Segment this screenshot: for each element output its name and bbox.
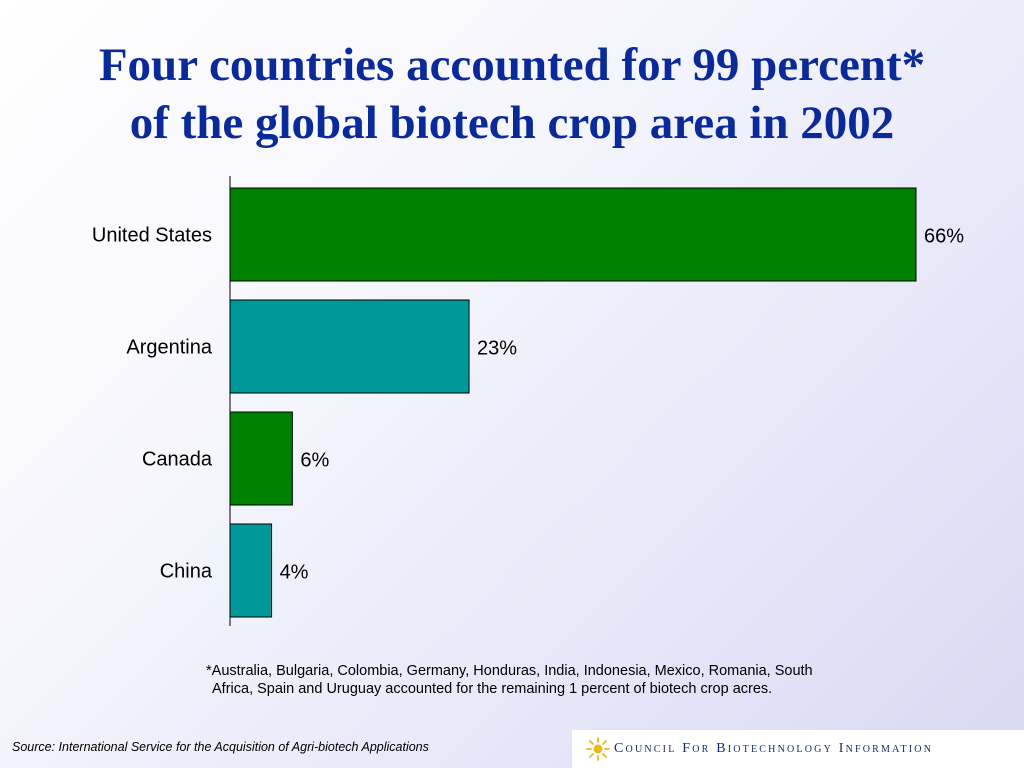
data-label-3: 4% (280, 562, 309, 584)
bar-2 (229, 411, 293, 506)
cbi-logo: Council For Biotechnology Information (572, 730, 1024, 768)
data-label-1: 23% (477, 338, 517, 360)
category-label-2: Canada (142, 449, 213, 471)
footnote-line-2: Africa, Spain and Uruguay accounted for … (212, 681, 773, 697)
bar-chart: United States 66% Argentina 23% Canada 6% Chin… (92, 176, 964, 626)
logo-text: Council For Biotechnology Information (614, 741, 934, 756)
chart-title: Four countries accounted for 99 percent*… (0, 36, 1024, 152)
chart-title-line-2: of the global biotech crop area in 2002 (129, 97, 895, 149)
data-label-0: 66% (924, 226, 964, 248)
category-label-3: China (160, 561, 213, 583)
footnote-line-1: *Australia, Bulgaria, Colombia, Germany,… (206, 663, 813, 679)
footnote: *Australia, Bulgaria, Colombia, Germany,… (206, 662, 946, 698)
bar-0 (229, 187, 917, 282)
chart-title-line-1: Four countries accounted for 99 percent* (98, 39, 926, 91)
category-label-1: Argentina (126, 337, 212, 359)
data-label-2: 6% (300, 450, 329, 472)
category-label-0: United States (92, 225, 212, 247)
bar-1 (229, 299, 470, 394)
source-note: Source: International Service for the Ac… (12, 740, 429, 754)
sun-icon (586, 737, 610, 761)
bar-3 (229, 523, 273, 618)
